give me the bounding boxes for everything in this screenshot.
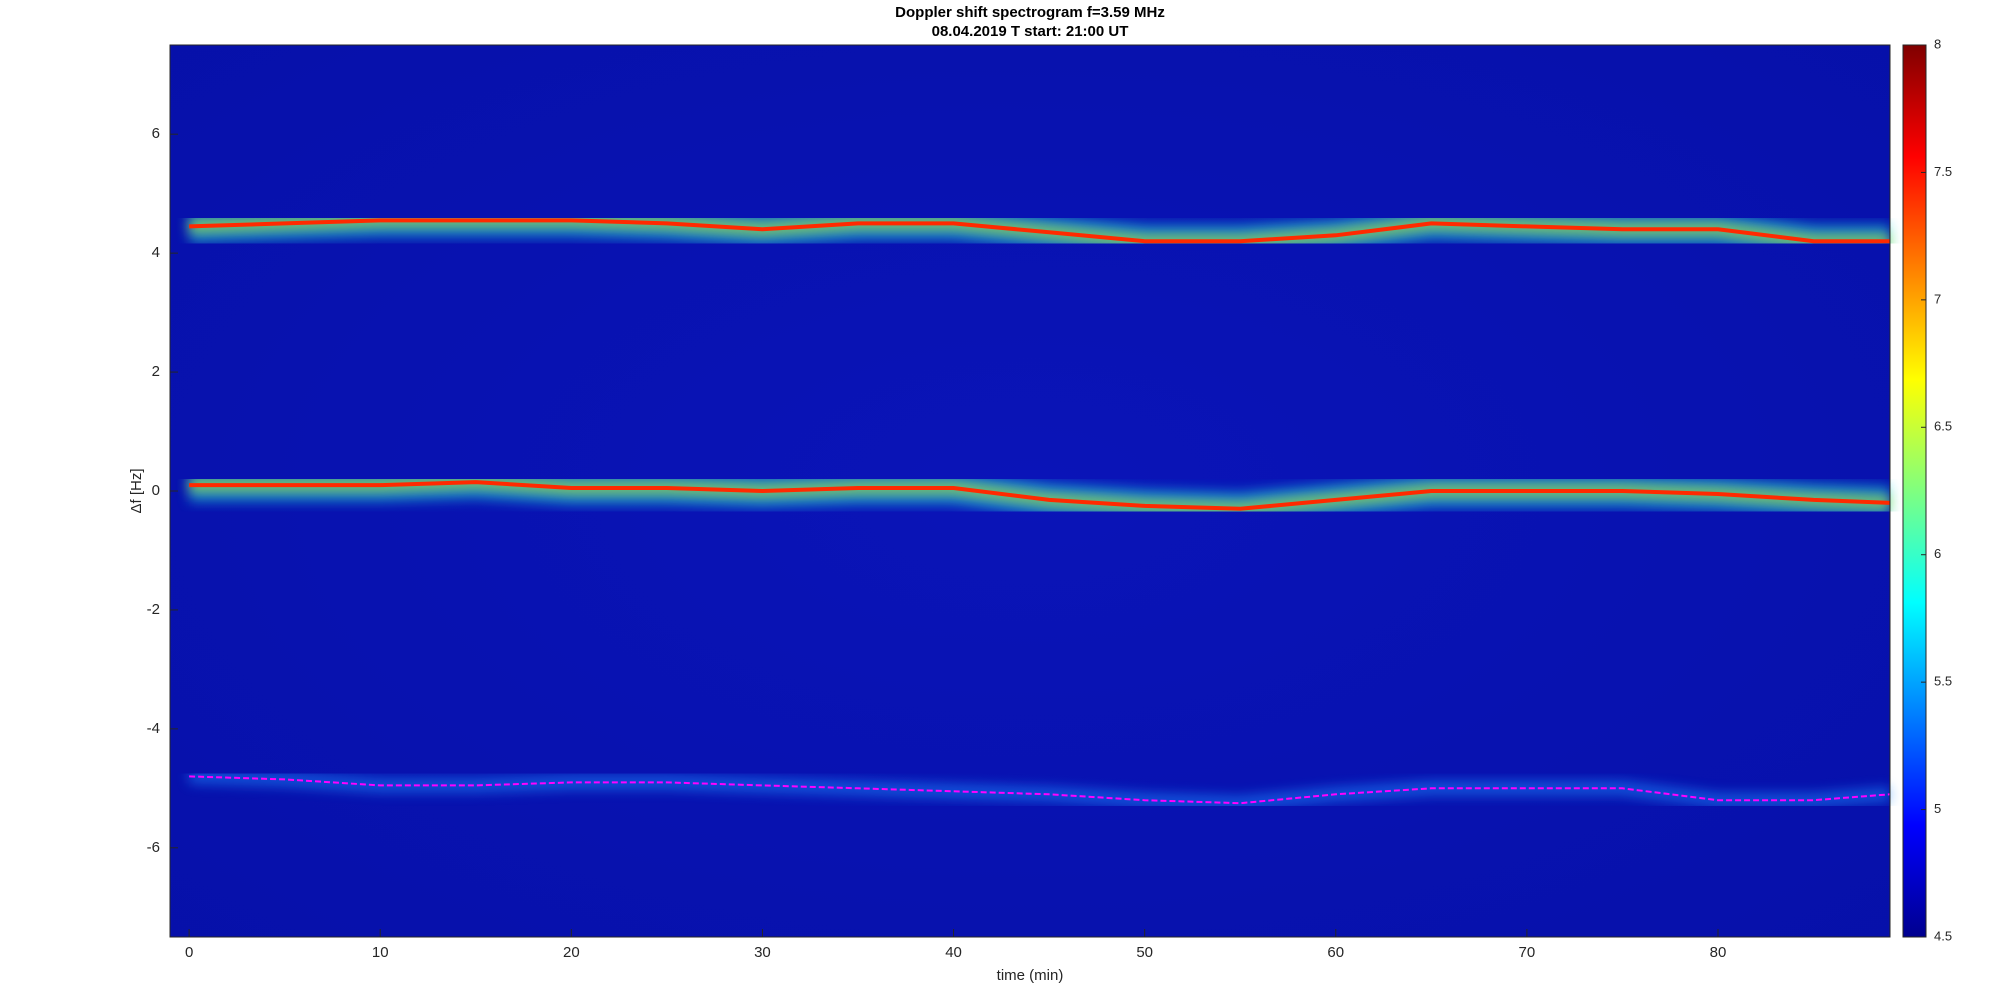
x-tick-label: 70 [1519,944,1536,961]
x-tick-label: 20 [563,944,580,961]
x-tick-label: 30 [754,944,771,961]
x-tick-label: 0 [185,944,193,961]
colorbar-tick-label: 5.5 [1934,674,1952,689]
y-tick-label: 2 [152,363,160,380]
trace-line [189,218,1890,244]
x-axis-label: time (min) [997,967,1064,984]
chart-subtitle: 08.04.2019 T start: 21:00 UT [932,23,1129,40]
colorbar-tick-label: 6.5 [1934,419,1952,434]
y-tick-label: 0 [152,482,160,499]
y-tick-label: 4 [152,244,160,261]
colorbar-tick-label: 7 [1934,291,1941,306]
colorbar-tick-label: 5 [1934,801,1941,816]
trace-line [189,775,1891,805]
plot-layer [188,203,1891,811]
x-tick-label: 80 [1710,944,1727,961]
x-tick-label: 40 [945,944,962,961]
trace-line [189,480,1891,511]
colorbar-tick-label: 4.5 [1934,928,1952,943]
x-tick-label: 60 [1327,944,1344,961]
colorbar [1902,44,1927,938]
chart-title: Doppler shift spectrogram f=3.59 MHz [895,4,1165,21]
y-axis-label: Δf [Hz] [128,468,145,513]
y-tick-label: -6 [147,839,160,856]
colorbar-tick-label: 7.5 [1934,164,1952,179]
y-tick-label: -4 [147,720,160,737]
y-tick-label: -2 [147,601,160,618]
colorbar-tick-label: 6 [1934,546,1941,561]
y-tick-label: 6 [152,125,160,142]
x-tick-label: 10 [372,944,389,961]
x-tick-label: 50 [1136,944,1153,961]
colorbar-tick-label: 8 [1934,36,1941,51]
